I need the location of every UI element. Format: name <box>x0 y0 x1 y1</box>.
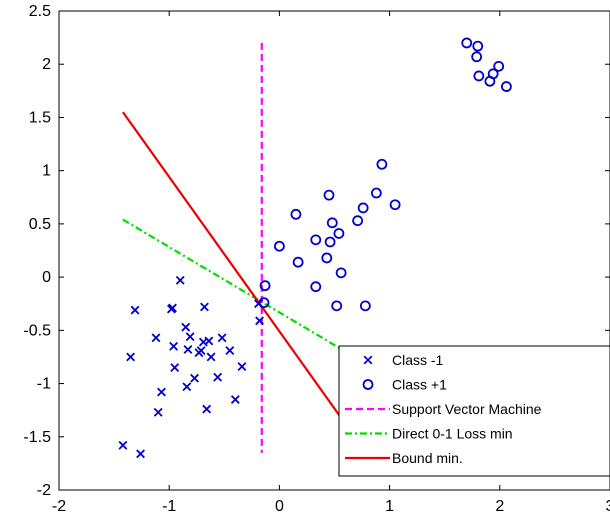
class-neg1-point <box>190 373 199 383</box>
class-pos1-point <box>357 202 369 214</box>
class-pos1-point <box>321 252 333 264</box>
class-pos1-point <box>473 70 485 82</box>
legend-entry: Direct 0-1 Loss min <box>345 426 513 442</box>
class-neg1-point <box>151 333 161 343</box>
class-neg1-point <box>181 322 191 332</box>
class-pos1-point <box>323 189 335 201</box>
class-neg1-point <box>196 346 206 355</box>
class-neg1-point <box>217 333 227 343</box>
legend-label: Direct 0-1 Loss min <box>392 426 513 442</box>
class-neg1-point <box>183 345 193 354</box>
legend-entry: Class +1 <box>362 377 447 393</box>
line-bound-min <box>122 111 347 425</box>
class-neg1-point <box>157 387 166 397</box>
x-tick-label: -2 <box>52 498 66 515</box>
class-pos1-point <box>310 234 322 246</box>
y-tick-label: -1 <box>37 376 51 393</box>
class-pos1-point <box>273 240 285 252</box>
y-tick-label: 2 <box>42 56 51 73</box>
class-pos1-point <box>335 267 347 279</box>
y-axis: -2 -1.5 -1 -0.5 0 0.5 1 1.5 2 2.5 <box>23 3 610 499</box>
y-tick-label: 1 <box>42 163 51 180</box>
class-pos1-point <box>487 68 499 80</box>
class-neg1-point <box>118 440 128 450</box>
legend-marker <box>362 379 374 390</box>
legend-label: Class -1 <box>392 352 444 368</box>
class-neg1-point <box>213 372 223 382</box>
y-tick-label: -1.5 <box>23 429 51 446</box>
y-tick-label: 0 <box>42 269 51 286</box>
plot-lines <box>122 42 347 453</box>
class-neg1-point <box>170 363 180 373</box>
class-neg1-point <box>168 303 177 313</box>
x-tick-label: -1 <box>162 498 176 515</box>
class-neg1-point <box>237 362 247 371</box>
class-pos1-point <box>370 187 382 199</box>
legend-entry: Class -1 <box>363 352 444 368</box>
class-neg1-point <box>200 302 209 312</box>
class-neg1-point <box>175 275 185 285</box>
legend-label: Support Vector Machine <box>392 401 542 417</box>
y-tick-label: 0.5 <box>29 216 51 233</box>
y-tick-label: -2 <box>37 482 51 499</box>
class-pos1-point <box>326 217 338 229</box>
legend-label: Class +1 <box>392 377 447 393</box>
line-direct-0-1-loss-min <box>122 218 347 353</box>
class-pos1-point <box>493 60 505 72</box>
class-pos1-point <box>359 300 371 312</box>
class-pos1-point <box>501 81 512 92</box>
plot-area-frame <box>58 10 610 491</box>
class-neg1-point <box>185 332 195 342</box>
x-tick-label: 3 <box>606 498 610 515</box>
y-tick-label: -0.5 <box>23 322 51 339</box>
class-neg1-point <box>202 404 212 414</box>
class-pos1-point <box>333 228 345 239</box>
class-neg1-point <box>130 305 140 315</box>
class-pos1-point <box>389 199 401 211</box>
plot-points <box>118 37 512 459</box>
class-pos1-point <box>259 280 271 292</box>
legend-entry: Bound min. <box>345 450 463 466</box>
class-pos1-point <box>324 236 336 248</box>
legend-box <box>338 345 610 477</box>
legend-marker <box>363 355 373 365</box>
x-tick-label: 0 <box>275 498 284 515</box>
class-neg1-point <box>153 407 163 417</box>
class-pos1-point <box>461 37 473 49</box>
class-neg1-point <box>169 341 179 351</box>
class-neg1-point <box>230 395 240 404</box>
class-neg1-point <box>204 336 214 346</box>
class-neg1-point <box>225 346 235 355</box>
class-neg1-point <box>206 352 216 362</box>
class-pos1-point <box>471 51 483 63</box>
x-tick-label: 1 <box>385 498 394 515</box>
legend-entry: Support Vector Machine <box>345 401 542 417</box>
class-pos1-point <box>292 256 304 268</box>
class-pos1-point <box>376 158 388 170</box>
class-neg1-point <box>182 382 192 392</box>
class-pos1-point <box>310 281 322 293</box>
class-neg1-point <box>126 352 136 362</box>
class-pos1-point <box>472 40 484 52</box>
class-pos1-point <box>331 300 343 312</box>
class-pos1-point <box>258 297 270 309</box>
class-pos1-point <box>290 208 302 220</box>
legend: Class -1 Class +1 Support Vector Machine Di… <box>338 345 610 477</box>
class-pos1-point <box>352 215 364 227</box>
class-neg1-point <box>136 449 145 459</box>
class-neg1-point <box>255 316 265 326</box>
legend-label: Bound min. <box>392 450 463 466</box>
y-tick-label: 1.5 <box>29 109 51 126</box>
x-axis: -2 -1 0 1 2 3 <box>52 11 610 515</box>
x-tick-label: 2 <box>495 498 504 515</box>
y-tick-label: 2.5 <box>29 3 51 20</box>
